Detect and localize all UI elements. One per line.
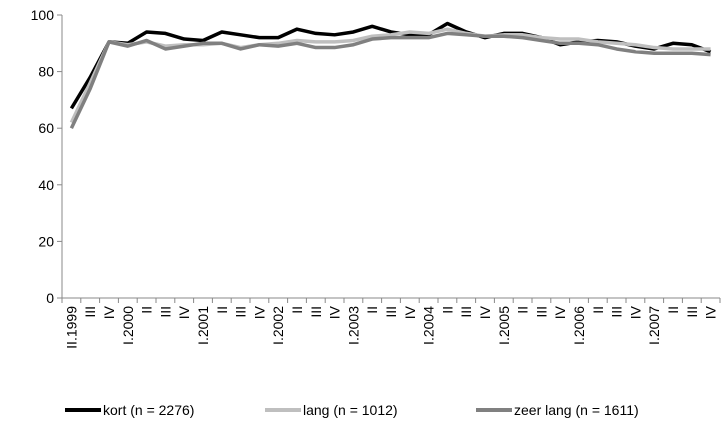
y-tick-label: 40 bbox=[38, 177, 54, 193]
x-tick-label: I.2004 bbox=[421, 306, 437, 345]
x-tick-label: IV bbox=[251, 305, 267, 319]
y-tick-label: 20 bbox=[38, 233, 54, 249]
x-tick-label: III bbox=[458, 306, 474, 318]
series-line bbox=[69, 31, 711, 129]
x-tick-label: I.2007 bbox=[646, 306, 662, 345]
x-tick-label: II bbox=[139, 306, 155, 314]
y-tick-label: 0 bbox=[46, 290, 54, 306]
legend-label: kort (n = 2276) bbox=[103, 402, 194, 418]
x-tick-label: III bbox=[383, 306, 399, 318]
x-tick-label: I.2000 bbox=[120, 306, 136, 345]
x-tick-label: III bbox=[684, 306, 700, 318]
y-tick-label: 100 bbox=[31, 7, 55, 23]
x-tick-label: I.2002 bbox=[270, 306, 286, 345]
x-tick-label: III bbox=[609, 306, 625, 318]
x-tick-label: II bbox=[515, 306, 531, 314]
x-tick-label: III bbox=[82, 306, 98, 318]
x-tick-label: IV bbox=[402, 305, 418, 319]
series-line bbox=[69, 27, 711, 124]
x-tick-label: IV bbox=[627, 305, 643, 319]
x-tick-label: II bbox=[439, 306, 455, 314]
legend-label: zeer lang (n = 1611) bbox=[514, 402, 639, 418]
x-tick-label: II bbox=[590, 306, 606, 314]
x-tick-label: II.1999 bbox=[63, 306, 79, 349]
x-tick-label: III bbox=[233, 306, 249, 318]
x-tick-label: IV bbox=[327, 305, 343, 319]
x-tick-label: I.2006 bbox=[571, 306, 587, 345]
x-tick-label: II bbox=[665, 306, 681, 314]
legend-label: lang (n = 1012) bbox=[303, 402, 398, 418]
x-tick-label: IV bbox=[552, 305, 568, 319]
x-tick-label: II bbox=[289, 306, 305, 314]
y-tick-label: 60 bbox=[38, 120, 54, 136]
x-tick-label: III bbox=[533, 306, 549, 318]
x-tick-label: I.2005 bbox=[496, 306, 512, 345]
x-tick-label: II bbox=[214, 306, 230, 314]
x-tick-label: III bbox=[157, 306, 173, 318]
x-tick-label: IV bbox=[176, 305, 192, 319]
x-tick-label: I.2001 bbox=[195, 306, 211, 345]
x-tick-label: I.2003 bbox=[345, 306, 361, 345]
y-tick-label: 80 bbox=[38, 64, 54, 80]
x-tick-label: IV bbox=[477, 305, 493, 319]
x-tick-label: II bbox=[364, 306, 380, 314]
x-tick-label: IV bbox=[703, 305, 719, 319]
x-tick-label: IV bbox=[101, 305, 117, 319]
x-tick-label: III bbox=[308, 306, 324, 318]
